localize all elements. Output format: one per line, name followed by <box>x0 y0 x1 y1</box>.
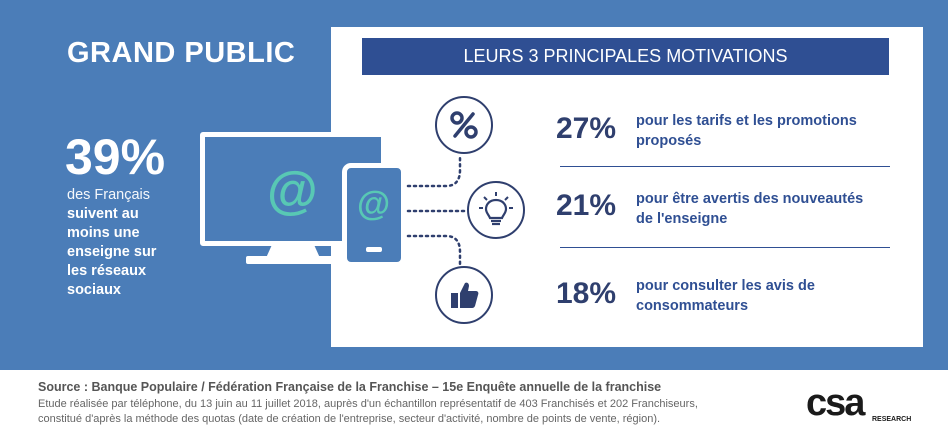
motivation-text-line: consommateurs <box>636 298 749 314</box>
footer <box>0 370 948 439</box>
motivation-percent: 27% <box>556 112 617 145</box>
desc-line: moins une <box>67 225 140 241</box>
motivation-text-line: pour les tarifs et les promotions <box>636 113 857 129</box>
desc-line: suivent au <box>67 206 139 222</box>
desc-line: sociaux <box>67 282 121 298</box>
lightbulb-icon <box>467 181 525 239</box>
headline-description: des Français suivent au moins une enseig… <box>67 186 187 300</box>
monitor-base <box>246 256 342 264</box>
divider <box>560 166 890 167</box>
desc-line: les réseaux <box>67 263 147 279</box>
page-title: GRAND PUBLIC <box>67 37 296 69</box>
logo-text: csa <box>806 382 865 424</box>
desc-line: enseigne sur <box>67 244 157 260</box>
motivation-text-line: proposés <box>636 133 702 149</box>
logo-subtext: RESEARCH <box>872 416 912 423</box>
panel-header: LEURS 3 PRINCIPALES MOTIVATIONS <box>362 38 889 75</box>
dotted-connectors <box>406 154 466 268</box>
at-sign-icon: @ <box>357 185 391 223</box>
motivation-percent: 18% <box>556 277 617 310</box>
source-detail: constitué d'après la méthode des quotas … <box>38 413 661 425</box>
thumbs-up-icon <box>435 266 493 324</box>
motivation-text-line: de l'enseigne <box>636 211 728 227</box>
motivation-text: pour consulter les avis de consommateurs <box>636 276 896 316</box>
at-sign-icon: @ <box>267 162 318 220</box>
divider <box>560 247 890 248</box>
desc-line: des Français <box>67 187 151 203</box>
motivation-text: pour les tarifs et les promotions propos… <box>636 111 896 151</box>
motivation-text-line: pour être avertis des nouveautés <box>636 191 864 207</box>
motivation-text: pour être avertis des nouveautés de l'en… <box>636 189 896 229</box>
csa-logo: csa RESEARCH <box>806 382 914 428</box>
motivation-text-line: pour consulter les avis de <box>636 278 815 294</box>
phone-button <box>366 247 382 252</box>
source-detail: Etude réalisée par téléphone, du 13 juin… <box>38 398 698 410</box>
headline-percent: 39% <box>65 129 166 185</box>
percent-icon <box>435 96 493 154</box>
source-title: Source : Banque Populaire / Fédération F… <box>38 380 662 394</box>
monitor-stand <box>266 246 320 258</box>
motivations-panel <box>331 27 923 347</box>
motivation-percent: 21% <box>556 189 617 222</box>
